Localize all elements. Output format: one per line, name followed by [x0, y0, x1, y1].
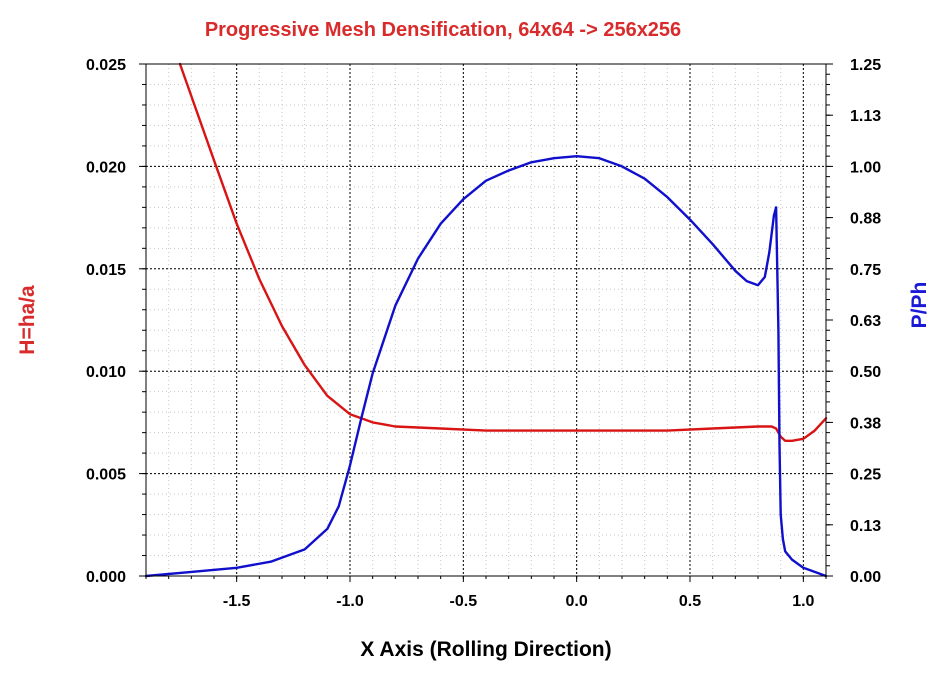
- x-tick-label: -0.5: [450, 593, 478, 610]
- left-tick-label: 0.010: [86, 364, 126, 381]
- left-tick-label: 0.015: [86, 262, 126, 279]
- series-p-line: [144, 155, 828, 578]
- right-tick-label: 0.50: [850, 364, 881, 381]
- right-tick-label: 0.75: [850, 262, 881, 279]
- right-tick-label: 0.13: [850, 518, 881, 535]
- minor-grid: [145, 64, 827, 576]
- right-tick-label: 0.88: [850, 211, 881, 228]
- x-axis-label: X Axis (Rolling Direction): [360, 638, 611, 661]
- chart-title: Progressive Mesh Densification, 64x64 ->…: [205, 19, 681, 41]
- x-tick-label: -1.5: [223, 593, 251, 610]
- x-tick-label: 1.0: [792, 593, 814, 610]
- left-tick-label: 0.005: [86, 467, 126, 484]
- right-tick-label: 1.25: [850, 57, 881, 74]
- right-tick-label: 1.13: [850, 108, 881, 125]
- right-tick-label: 0.63: [850, 313, 881, 330]
- major-grid: [146, 64, 826, 576]
- x-tick-label: 0.0: [566, 593, 588, 610]
- left-tick-label: 0.000: [86, 569, 126, 586]
- left-tick-label: 0.020: [86, 159, 126, 176]
- left-axis-label: H=ha/a: [16, 285, 39, 355]
- x-tick-label: 0.5: [679, 593, 701, 610]
- left-tick-label: 0.025: [86, 57, 126, 74]
- right-tick-label: 0.00: [850, 569, 881, 586]
- right-tick-label: 0.25: [850, 467, 881, 484]
- right-tick-label: 1.00: [850, 159, 881, 176]
- series-layer: [144, 62, 828, 578]
- right-axis-label: P/Ph: [908, 282, 931, 329]
- x-tick-label: -1.0: [336, 593, 364, 610]
- right-tick-label: 0.38: [850, 415, 881, 432]
- ticks-layer: -1.5 -1.0 -0.5 0.0 0.5 1.0 0.000 0.005 0.010 0.01…: [86, 57, 881, 610]
- series-h-line: [178, 62, 828, 442]
- plot-frame: [145, 63, 827, 577]
